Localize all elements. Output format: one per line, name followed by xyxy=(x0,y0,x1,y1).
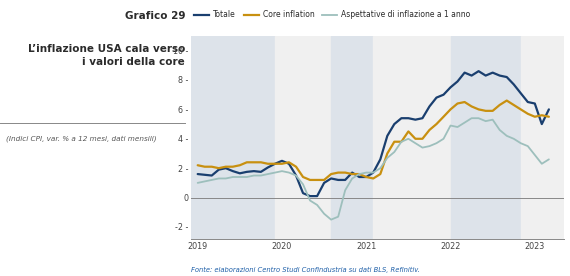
Legend: Totale, Core inflation, Aspettative di inflazione a 1 anno: Totale, Core inflation, Aspettative di i… xyxy=(191,7,474,22)
Bar xyxy=(521,36,564,239)
Text: Fonte: elaborazioni Centro Studi Confindustria su dati BLS, Refinitiv.: Fonte: elaborazioni Centro Studi Confind… xyxy=(191,267,420,273)
Text: L’inflazione USA cala verso
i valori della core: L’inflazione USA cala verso i valori del… xyxy=(28,44,185,67)
Bar xyxy=(275,36,331,239)
Bar xyxy=(373,36,450,239)
Text: (Indici CPI, var. % a 12 mesi, dati mensili): (Indici CPI, var. % a 12 mesi, dati mens… xyxy=(6,135,156,142)
Bar xyxy=(450,36,521,239)
Bar xyxy=(191,36,275,239)
Bar xyxy=(331,36,373,239)
Text: Grafico 29: Grafico 29 xyxy=(125,11,185,21)
